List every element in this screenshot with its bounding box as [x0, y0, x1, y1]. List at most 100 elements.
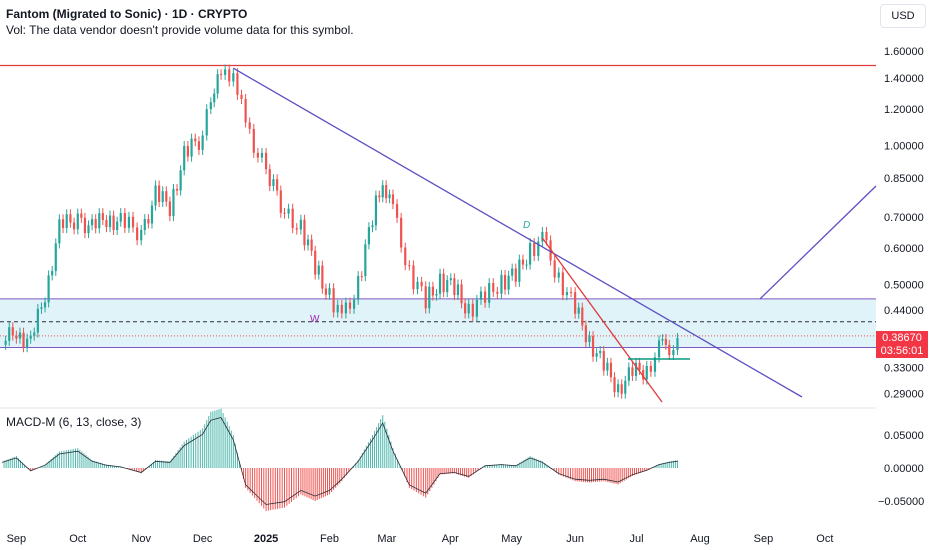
candle-body: [314, 250, 317, 275]
candle-body: [483, 291, 487, 303]
candle-body: [424, 286, 427, 309]
candle-body: [479, 291, 483, 300]
candle-body: [676, 338, 679, 350]
candle-body: [119, 213, 122, 222]
candle-body: [317, 265, 320, 275]
candle-body: [464, 303, 467, 314]
candle-body: [272, 179, 275, 187]
candle-body: [186, 145, 189, 157]
candle-body: [549, 240, 552, 261]
time-tick-label: Jul: [630, 533, 644, 545]
candle-body: [29, 335, 32, 339]
macd-tick-label: 0.00000: [884, 463, 924, 475]
projection-line: [759, 185, 877, 300]
candle-body: [340, 304, 343, 314]
candle-body: [416, 281, 419, 290]
macd-indicator-label[interactable]: MACD-M (6, 13, close, 3): [6, 415, 142, 429]
candle-body: [287, 208, 290, 214]
candle-body: [98, 213, 101, 229]
candle-body: [147, 219, 150, 224]
candle-body: [388, 194, 391, 199]
candle-body: [91, 219, 94, 226]
candle-body: [500, 274, 503, 294]
candle-body: [161, 191, 164, 202]
candle-body: [574, 292, 577, 314]
candle-body: [94, 219, 97, 229]
candle-body: [252, 128, 255, 153]
candle-body: [581, 307, 584, 326]
candle-body: [33, 332, 36, 336]
price-tick-label: 0.85000: [884, 173, 924, 185]
candle-body: [374, 195, 378, 226]
d-pattern-label: D: [523, 220, 530, 231]
candle-body: [15, 335, 18, 339]
candle-body: [336, 304, 339, 313]
currency-selector[interactable]: USD: [880, 4, 926, 28]
candle-body: [183, 145, 186, 171]
candle-body: [404, 247, 407, 266]
candle-body: [112, 215, 115, 230]
price-tick-label: 0.50000: [884, 279, 924, 291]
candle-body: [511, 268, 514, 276]
candle-body: [661, 339, 664, 341]
candle-body: [446, 280, 449, 293]
macd-tick-label: 0.05000: [884, 430, 924, 442]
candle-body: [332, 288, 335, 313]
time-tick-label: 2025: [254, 533, 278, 545]
candle-body: [657, 340, 661, 358]
candle-body: [26, 338, 29, 348]
candle-body: [127, 216, 131, 228]
candle-body: [65, 214, 68, 229]
candle-body: [357, 276, 360, 300]
candle-body: [431, 286, 434, 296]
candle-body: [140, 229, 143, 241]
candle-body: [617, 384, 620, 393]
red-downtrend-line: [541, 237, 663, 403]
candle-body: [645, 365, 648, 380]
candle-body: [306, 239, 310, 246]
candle-body: [507, 275, 510, 290]
candle-body: [295, 228, 298, 230]
candle-body: [22, 332, 25, 348]
candle-body: [408, 265, 411, 267]
time-tick-label: Aug: [690, 533, 710, 545]
candle-body: [61, 219, 65, 229]
candle-body: [627, 367, 630, 381]
candle-body: [588, 336, 591, 343]
candle-body: [216, 74, 219, 94]
candle-body: [496, 291, 499, 294]
support-zone: [0, 298, 876, 348]
candle-body: [631, 367, 634, 376]
time-tick-label: May: [501, 533, 522, 545]
time-tick-label: Dec: [193, 533, 213, 545]
candle-body: [168, 201, 171, 217]
macd-tick-label: −0.05000: [878, 496, 924, 508]
candle-body: [435, 293, 438, 296]
countdown-tag: 03:56:01: [876, 344, 928, 358]
candle-body: [328, 288, 331, 295]
descending-trendline: [233, 67, 803, 398]
candle-body: [518, 259, 521, 282]
candle-body: [150, 205, 154, 224]
candle-body: [400, 217, 403, 248]
candle-body: [8, 327, 11, 341]
candle-body: [438, 273, 442, 294]
candle-body: [268, 169, 271, 187]
candle-body: [609, 362, 613, 378]
candle-body: [529, 243, 532, 265]
candle-body: [352, 299, 356, 309]
chart-title: Fantom (Migrated to Sonic) · 1D · CRYPTO: [6, 7, 248, 21]
candle-body: [87, 225, 90, 234]
macd-signal-line: [1, 417, 678, 505]
candle-body: [131, 216, 135, 228]
candle-body: [533, 243, 536, 256]
time-tick-label: Apr: [442, 533, 459, 545]
last-price-tag: 0.38670: [876, 331, 928, 345]
candle-body: [143, 219, 146, 230]
candle-body: [385, 185, 388, 199]
candle-body: [40, 307, 43, 309]
price-tick-label: 0.60000: [884, 243, 924, 255]
candle-body: [36, 308, 39, 333]
candle-body: [649, 365, 652, 372]
candle-body: [43, 302, 47, 308]
